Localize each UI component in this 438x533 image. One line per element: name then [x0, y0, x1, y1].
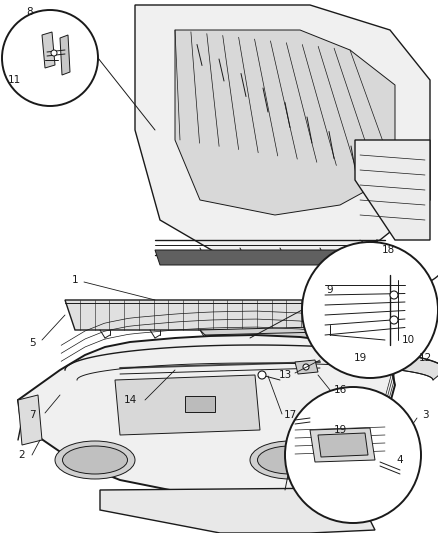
Circle shape [2, 10, 98, 106]
Polygon shape [155, 250, 390, 265]
Polygon shape [200, 325, 405, 345]
Polygon shape [18, 395, 42, 445]
Circle shape [51, 50, 57, 56]
Circle shape [303, 364, 309, 370]
Text: 11: 11 [7, 75, 21, 85]
Text: 10: 10 [402, 335, 414, 345]
Ellipse shape [250, 441, 330, 479]
Text: 5: 5 [28, 338, 35, 348]
Circle shape [302, 242, 438, 378]
Text: 13: 13 [279, 370, 292, 380]
Text: 16: 16 [333, 385, 346, 395]
Circle shape [390, 291, 398, 299]
Ellipse shape [258, 446, 322, 474]
Polygon shape [18, 335, 395, 496]
Text: 1: 1 [72, 275, 78, 285]
Text: 12: 12 [418, 353, 431, 363]
Circle shape [258, 371, 266, 379]
Text: 8: 8 [27, 7, 33, 17]
Circle shape [390, 316, 398, 324]
Text: 19: 19 [333, 425, 346, 435]
Polygon shape [100, 488, 375, 533]
Polygon shape [42, 32, 55, 68]
Text: 14: 14 [124, 395, 137, 405]
Ellipse shape [63, 446, 127, 474]
Polygon shape [115, 375, 260, 435]
Text: 17: 17 [283, 410, 297, 420]
Polygon shape [295, 360, 318, 374]
Polygon shape [355, 140, 430, 240]
Text: 19: 19 [353, 353, 367, 363]
Circle shape [285, 387, 421, 523]
Text: 18: 18 [381, 245, 395, 255]
Text: 4: 4 [397, 455, 403, 465]
Polygon shape [318, 433, 368, 457]
Polygon shape [60, 35, 70, 75]
Polygon shape [65, 345, 438, 380]
Polygon shape [310, 428, 375, 462]
Ellipse shape [55, 441, 135, 479]
Polygon shape [135, 5, 430, 260]
Polygon shape [65, 300, 375, 330]
Text: 9: 9 [327, 285, 333, 295]
Text: 3: 3 [422, 410, 428, 420]
Polygon shape [175, 30, 395, 215]
Text: 7: 7 [28, 410, 35, 420]
Polygon shape [185, 396, 215, 412]
Text: 2: 2 [19, 450, 25, 460]
